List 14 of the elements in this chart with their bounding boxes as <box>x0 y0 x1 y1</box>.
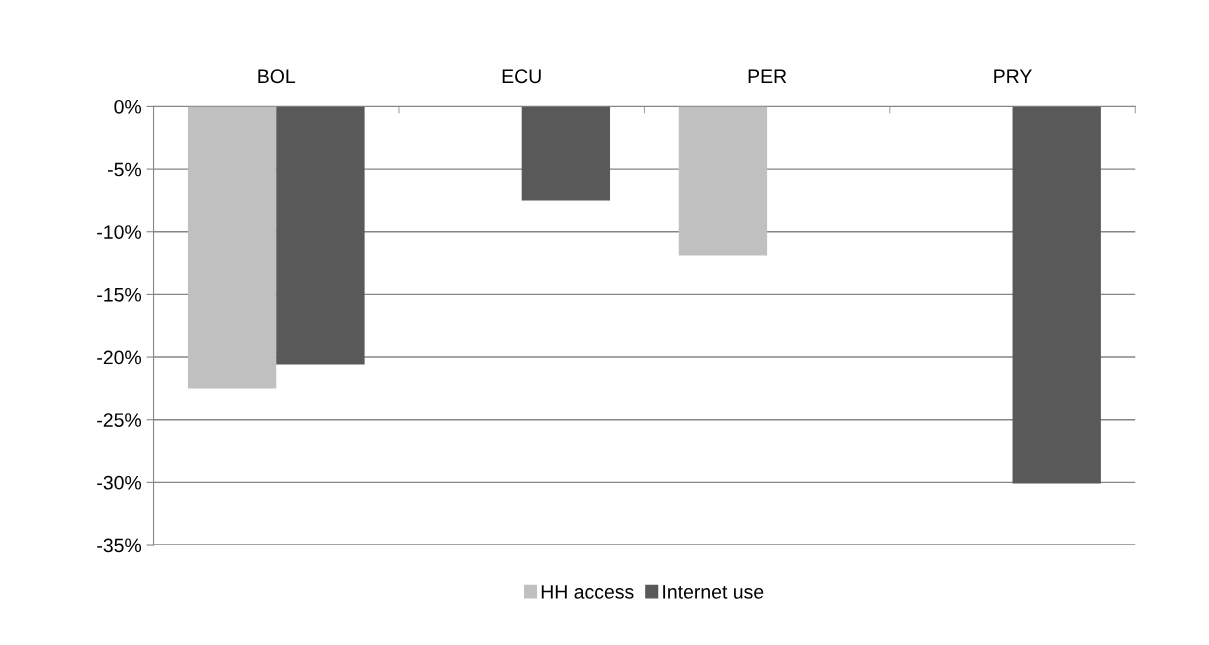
x-tick-label: PRY <box>994 69 1032 83</box>
y-tick-label: 0% <box>114 99 142 114</box>
y-tick-label: -25% <box>97 413 142 427</box>
y-tick-label: -5% <box>108 162 142 177</box>
x-tick-label: PER <box>748 69 787 83</box>
y-tick-label: -10% <box>97 225 142 239</box>
x-tick-label: BOL <box>258 69 296 84</box>
y-tick-label: -15% <box>97 287 142 302</box>
y-tick-label: -35% <box>97 538 142 553</box>
legend-label: Internet use <box>663 585 764 599</box>
x-tick-label: ECU <box>502 69 541 84</box>
y-tick-label: -20% <box>97 350 142 365</box>
legend-label: HH access <box>541 585 634 599</box>
y-tick-label: -30% <box>97 475 142 490</box>
